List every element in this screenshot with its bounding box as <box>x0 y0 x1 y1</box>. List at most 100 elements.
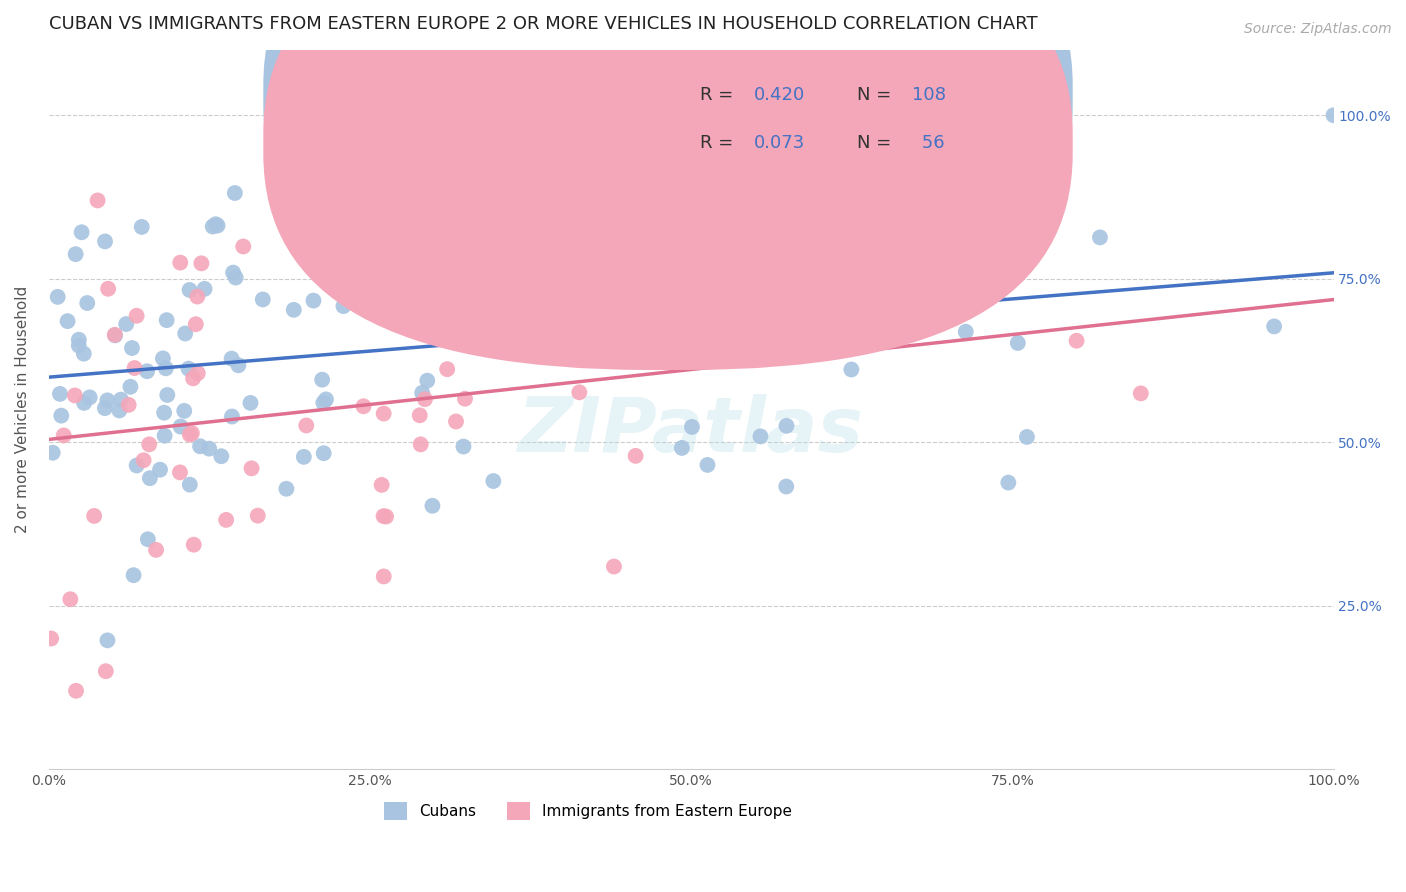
Point <box>179 427 201 442</box>
Point <box>207 219 229 233</box>
Point <box>315 392 337 407</box>
Point <box>302 293 325 308</box>
Point <box>353 399 375 413</box>
Point <box>52 428 75 442</box>
Point <box>1007 335 1029 350</box>
Point <box>411 385 433 400</box>
Point <box>619 285 641 300</box>
Point <box>955 325 977 339</box>
Point <box>193 282 215 296</box>
Point <box>79 390 101 404</box>
Point <box>120 380 142 394</box>
Point <box>122 568 145 582</box>
Point <box>63 388 86 402</box>
Point <box>56 314 79 328</box>
Point <box>145 542 167 557</box>
Point <box>484 244 506 258</box>
Point <box>181 371 204 385</box>
Point <box>943 57 966 71</box>
Point <box>839 249 862 263</box>
Point <box>1015 430 1038 444</box>
Point <box>186 289 208 303</box>
Point <box>156 388 179 402</box>
Point <box>696 458 718 472</box>
Point <box>174 326 197 341</box>
Point <box>136 364 159 378</box>
Point <box>177 361 200 376</box>
Point <box>94 401 117 416</box>
Point <box>76 296 98 310</box>
Point <box>671 441 693 455</box>
Point <box>1129 386 1152 401</box>
Point <box>882 282 904 296</box>
Point <box>121 341 143 355</box>
Point <box>858 215 880 229</box>
Point <box>475 333 498 347</box>
Point <box>180 426 202 441</box>
Point <box>70 225 93 239</box>
Text: CUBAN VS IMMIGRANTS FROM EASTERN EUROPE 2 OR MORE VEHICLES IN HOUSEHOLD CORRELAT: CUBAN VS IMMIGRANTS FROM EASTERN EUROPE … <box>49 15 1038 33</box>
Text: Source: ZipAtlas.com: Source: ZipAtlas.com <box>1244 22 1392 37</box>
Point <box>169 255 191 269</box>
Point <box>67 338 90 352</box>
Point <box>232 239 254 253</box>
Point <box>252 293 274 307</box>
Point <box>373 509 395 524</box>
Point <box>276 482 298 496</box>
Point <box>108 403 131 417</box>
Point <box>422 499 444 513</box>
Point <box>749 429 772 443</box>
Point <box>453 440 475 454</box>
Point <box>190 256 212 270</box>
Point <box>440 318 463 333</box>
Point <box>246 508 269 523</box>
Point <box>96 393 118 408</box>
Point <box>204 217 226 231</box>
Point <box>454 392 477 406</box>
Point <box>775 418 797 433</box>
Text: 0.420: 0.420 <box>754 87 806 104</box>
Point <box>375 509 398 524</box>
Text: 0.073: 0.073 <box>754 135 806 153</box>
Point <box>179 283 201 297</box>
Point <box>152 351 174 366</box>
Point <box>149 463 172 477</box>
Point <box>46 290 69 304</box>
Point <box>187 366 209 380</box>
Text: R =: R = <box>700 135 740 153</box>
Point <box>457 288 479 302</box>
Legend: Cubans, Immigrants from Eastern Europe: Cubans, Immigrants from Eastern Europe <box>378 796 799 826</box>
Point <box>1066 334 1088 348</box>
Point <box>198 442 221 456</box>
Text: R =: R = <box>700 87 740 104</box>
Point <box>73 396 96 410</box>
Point <box>416 374 439 388</box>
Point <box>131 219 153 234</box>
Point <box>173 404 195 418</box>
Point <box>136 533 159 547</box>
Point <box>239 396 262 410</box>
Point <box>125 309 148 323</box>
FancyBboxPatch shape <box>627 64 1032 169</box>
Point <box>1088 230 1111 244</box>
Point <box>311 373 333 387</box>
Point <box>681 420 703 434</box>
Point <box>775 479 797 493</box>
Point <box>94 664 117 678</box>
Text: N =: N = <box>856 135 897 153</box>
Point <box>283 302 305 317</box>
Point <box>1322 108 1344 122</box>
Point <box>387 283 409 297</box>
Point <box>153 428 176 442</box>
Point <box>209 449 232 463</box>
Point <box>447 231 470 245</box>
Point <box>153 406 176 420</box>
Point <box>96 633 118 648</box>
Point <box>138 437 160 451</box>
Point <box>65 247 87 261</box>
Point <box>73 347 96 361</box>
Point <box>97 282 120 296</box>
Point <box>373 407 395 421</box>
Point <box>375 264 398 278</box>
Point <box>370 478 392 492</box>
